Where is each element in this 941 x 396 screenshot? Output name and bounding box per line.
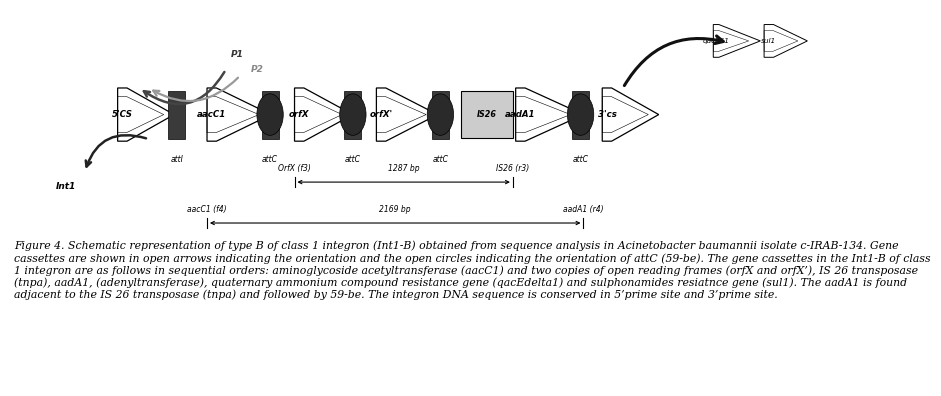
Bar — [262, 91, 279, 139]
Text: OrfX (f3): OrfX (f3) — [279, 164, 311, 173]
Bar — [461, 91, 513, 138]
Text: attC: attC — [572, 156, 589, 164]
Text: aacC1 (f4): aacC1 (f4) — [187, 205, 227, 214]
Text: attI: attI — [170, 156, 183, 164]
Text: aadA1: aadA1 — [505, 110, 535, 119]
Text: aacC1: aacC1 — [197, 110, 227, 119]
Polygon shape — [516, 88, 583, 141]
Bar — [344, 91, 361, 139]
Text: IS26: IS26 — [477, 110, 497, 119]
Text: orfX': orfX' — [370, 110, 392, 119]
Text: attC: attC — [344, 156, 361, 164]
Ellipse shape — [567, 94, 594, 135]
Polygon shape — [764, 25, 807, 57]
Text: Figure 4. Schematic representation of type B of class 1 integron (Int1-B) obtain: Figure 4. Schematic representation of ty… — [14, 241, 931, 301]
Text: 5'CS: 5'CS — [112, 110, 133, 119]
Bar — [168, 91, 185, 139]
Text: attC: attC — [262, 156, 279, 164]
Polygon shape — [602, 88, 659, 141]
Polygon shape — [376, 88, 438, 141]
FancyArrowPatch shape — [153, 78, 238, 101]
FancyArrowPatch shape — [86, 135, 146, 167]
Bar — [432, 91, 449, 139]
Text: P1: P1 — [231, 50, 244, 59]
Polygon shape — [118, 88, 174, 141]
FancyArrowPatch shape — [144, 72, 224, 104]
Text: attC: attC — [432, 156, 449, 164]
Text: sul1: sul1 — [761, 38, 776, 44]
Polygon shape — [295, 88, 353, 141]
Ellipse shape — [257, 94, 283, 135]
Text: qacEδ1: qacEδ1 — [703, 38, 729, 44]
Text: 2169 bp: 2169 bp — [379, 205, 411, 214]
Text: aadA1 (r4): aadA1 (r4) — [563, 205, 604, 214]
Text: Int1: Int1 — [56, 182, 76, 191]
Text: orfX: orfX — [289, 110, 310, 119]
Ellipse shape — [427, 94, 454, 135]
FancyArrowPatch shape — [624, 36, 724, 86]
Text: P2: P2 — [251, 65, 264, 74]
Polygon shape — [207, 88, 271, 141]
Text: 1287 bp: 1287 bp — [388, 164, 420, 173]
Bar — [572, 91, 589, 139]
Text: IS26 (r3): IS26 (r3) — [496, 164, 530, 173]
Text: 3'cs: 3'cs — [598, 110, 616, 119]
Ellipse shape — [340, 94, 366, 135]
Polygon shape — [713, 25, 760, 57]
